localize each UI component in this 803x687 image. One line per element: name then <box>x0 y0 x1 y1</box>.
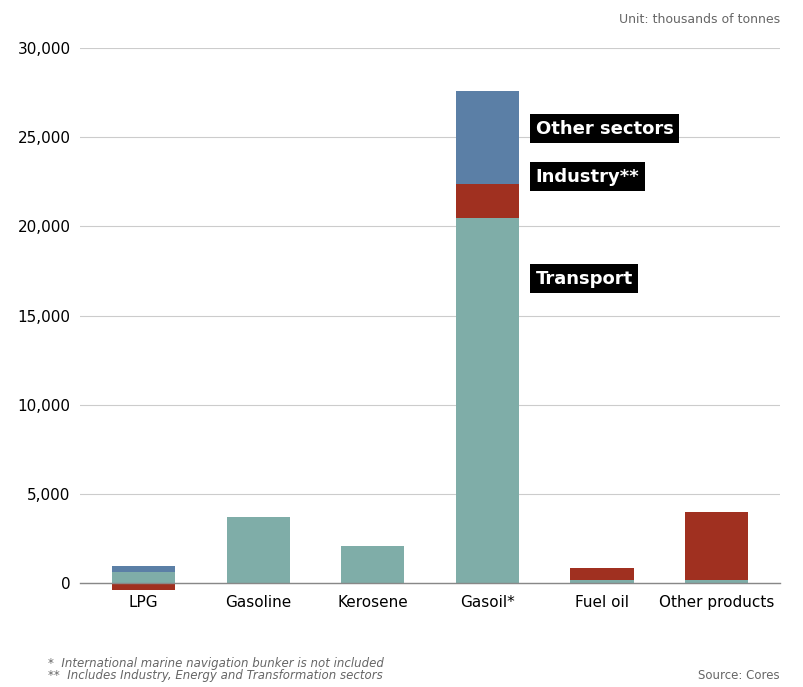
Bar <box>570 581 633 583</box>
Bar <box>684 580 747 583</box>
Text: Source: Cores: Source: Cores <box>697 668 779 682</box>
Bar <box>112 566 175 572</box>
Text: Transport: Transport <box>535 269 632 288</box>
Bar <box>455 183 518 218</box>
Text: Industry**: Industry** <box>535 168 638 186</box>
Bar <box>455 91 518 183</box>
Text: Other sectors: Other sectors <box>535 120 673 137</box>
Bar <box>570 568 633 581</box>
Text: Unit: thousands of tonnes: Unit: thousands of tonnes <box>618 13 779 26</box>
Text: *  International marine navigation bunker is not included: * International marine navigation bunker… <box>48 657 384 670</box>
Bar <box>455 218 518 583</box>
Bar <box>112 572 175 583</box>
Bar <box>112 583 175 590</box>
Bar <box>341 545 404 583</box>
Bar <box>684 512 747 580</box>
Bar <box>226 517 289 583</box>
Text: **  Includes Industry, Energy and Transformation sectors: ** Includes Industry, Energy and Transfo… <box>48 668 382 682</box>
